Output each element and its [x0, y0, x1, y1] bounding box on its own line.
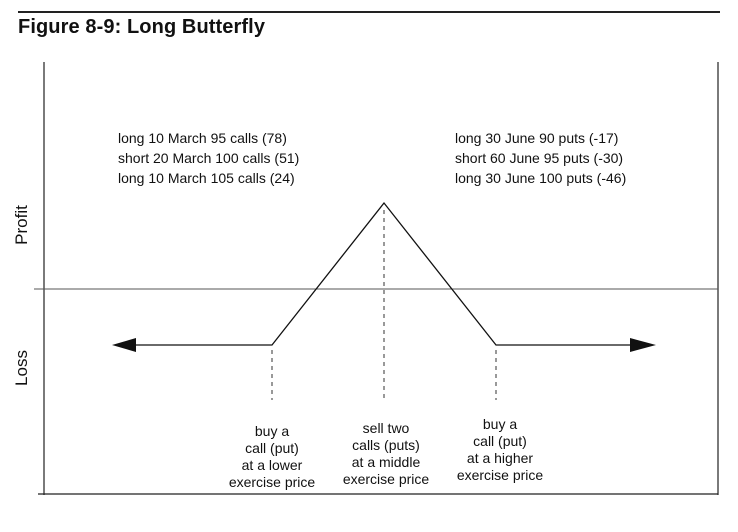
put-position-line: long 30 June 100 puts (-46) [455, 170, 627, 186]
note-line: call (put) [473, 433, 527, 449]
call-position-line: long 10 March 105 calls (24) [118, 170, 295, 186]
call-position-line: short 20 March 100 calls (51) [118, 150, 300, 166]
note-line: calls (puts) [352, 437, 420, 453]
lower-strike-note: buy a call (put) at a lower exercise pri… [212, 423, 332, 491]
profit-axis-label: Profit [12, 205, 31, 245]
figure-title: Figure 8-9: Long Butterfly [18, 16, 266, 38]
note-line: at a lower [241, 457, 303, 473]
note-line: exercise price [342, 471, 430, 487]
note-line: sell two [362, 420, 410, 436]
note-line: at a higher [466, 450, 534, 466]
left-arrow-head [112, 338, 136, 352]
call-positions-block: long 10 March 95 calls (78) short 20 Mar… [118, 128, 299, 188]
right-arrow-head [630, 338, 656, 352]
note-line: buy a [254, 423, 290, 439]
higher-strike-note: buy a call (put) at a higher exercise pr… [440, 416, 560, 484]
put-position-line: short 60 June 95 puts (-30) [455, 150, 624, 166]
note-line: at a middle [351, 454, 421, 470]
note-line: exercise price [228, 474, 316, 490]
call-position-line: long 10 March 95 calls (78) [118, 130, 287, 146]
title-rule [18, 11, 720, 13]
note-line: exercise price [456, 467, 544, 483]
note-line: call (put) [245, 440, 299, 456]
note-line: buy a [482, 416, 518, 432]
put-position-line: long 30 June 90 puts (-17) [455, 130, 619, 146]
payoff-line [130, 201, 640, 346]
middle-strike-note: sell two calls (puts) at a middle exerci… [326, 420, 446, 488]
put-positions-block: long 30 June 90 puts (-17) short 60 June… [455, 128, 626, 188]
loss-axis-label: Loss [12, 350, 31, 386]
